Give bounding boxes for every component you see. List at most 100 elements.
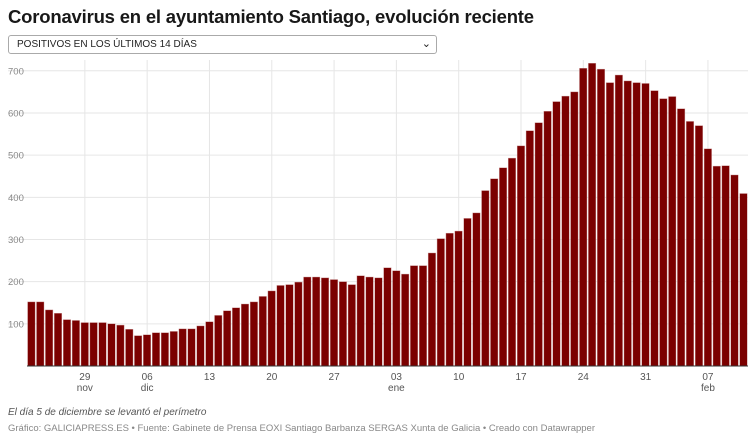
bar — [543, 111, 552, 367]
bar — [267, 290, 276, 367]
bar — [134, 335, 143, 367]
bar — [312, 276, 321, 367]
x-tick-label: 24 — [578, 372, 590, 383]
bar — [570, 91, 579, 367]
x-tick-label: 03 — [391, 372, 403, 383]
bar — [143, 334, 152, 367]
bar — [374, 277, 383, 367]
x-tick-label: 10 — [453, 372, 465, 383]
bar — [116, 324, 125, 367]
bar — [27, 301, 36, 367]
bar — [686, 121, 694, 367]
bar — [623, 80, 632, 367]
bar — [303, 276, 312, 367]
bar — [605, 82, 614, 367]
x-tick-month: ene — [388, 383, 405, 394]
bar — [703, 148, 712, 367]
bar — [258, 296, 267, 367]
bar — [89, 322, 98, 367]
bar — [597, 68, 605, 367]
bar — [641, 83, 650, 367]
x-tick-month: nov — [77, 383, 93, 394]
bar — [410, 265, 419, 367]
bar — [392, 270, 401, 367]
bar — [650, 90, 659, 367]
x-tick-label: 13 — [204, 372, 216, 383]
bar — [63, 319, 71, 367]
bar — [169, 331, 178, 367]
bar — [712, 165, 721, 367]
bar — [223, 310, 232, 367]
bar — [499, 167, 508, 367]
bar — [80, 322, 89, 367]
metric-select[interactable]: POSITIVOS EN LOS ÚLTIMOS 14 DÍAS ⌄ — [8, 35, 437, 54]
bar — [330, 279, 338, 367]
chart-title: Coronavirus en el ayuntamiento Santiago,… — [8, 6, 534, 27]
x-tick-label: 27 — [329, 372, 341, 383]
bar — [249, 301, 258, 367]
bar — [588, 63, 597, 367]
y-tick-label: 300 — [8, 235, 24, 246]
bar — [36, 301, 45, 367]
bar — [463, 218, 472, 367]
x-tick-month: dic — [141, 383, 154, 394]
bar — [178, 328, 187, 367]
y-tick-label: 500 — [8, 151, 24, 162]
bar — [534, 122, 543, 367]
x-tick-label: 31 — [640, 372, 652, 383]
x-tick-label: 17 — [515, 372, 527, 383]
bar — [436, 238, 445, 367]
bar — [241, 303, 249, 367]
bar — [160, 332, 169, 367]
bar — [516, 145, 525, 367]
bar — [694, 125, 703, 367]
bar — [419, 265, 427, 367]
bar — [152, 332, 160, 367]
bar — [232, 307, 241, 367]
x-tick-month: feb — [701, 383, 715, 394]
bar — [196, 325, 205, 367]
bar — [294, 281, 303, 367]
metric-select-value: POSITIVOS EN LOS ÚLTIMOS 14 DÍAS — [17, 39, 197, 50]
x-tick-label: 07 — [702, 372, 714, 383]
x-tick-label: 06 — [142, 372, 154, 383]
bar — [383, 267, 392, 367]
bar — [721, 165, 730, 367]
bar — [579, 68, 588, 367]
bar — [98, 322, 107, 367]
bar — [668, 96, 677, 367]
bar — [285, 284, 294, 367]
bar — [45, 309, 54, 367]
bar — [205, 321, 214, 367]
y-tick-label: 700 — [8, 66, 24, 77]
bar — [481, 190, 490, 367]
bar — [552, 101, 561, 367]
y-tick-label: 600 — [8, 108, 24, 119]
bar — [365, 276, 374, 367]
bar — [321, 277, 330, 367]
bar — [338, 281, 347, 367]
bar — [525, 130, 534, 367]
bar — [632, 82, 641, 367]
bar — [401, 273, 410, 367]
bar — [454, 230, 463, 367]
bar — [214, 315, 223, 367]
bar — [561, 95, 570, 367]
bar — [508, 157, 516, 367]
chevron-down-icon: ⌄ — [421, 38, 431, 50]
bar — [730, 174, 739, 367]
bar — [427, 252, 436, 367]
bar — [739, 193, 748, 367]
bar — [276, 285, 285, 367]
bar — [356, 275, 365, 367]
bar — [472, 212, 481, 367]
x-tick-label: 20 — [266, 372, 278, 383]
x-tick-label: 29 — [79, 372, 91, 383]
footnote: El día 5 de diciembre se levantó el perí… — [8, 407, 207, 418]
bar — [347, 284, 356, 367]
source-line: Gráfico: GALICIAPRESS.ES • Fuente: Gabin… — [8, 423, 595, 434]
y-tick-label: 400 — [8, 193, 24, 204]
bar — [659, 98, 668, 367]
bar — [71, 320, 80, 367]
